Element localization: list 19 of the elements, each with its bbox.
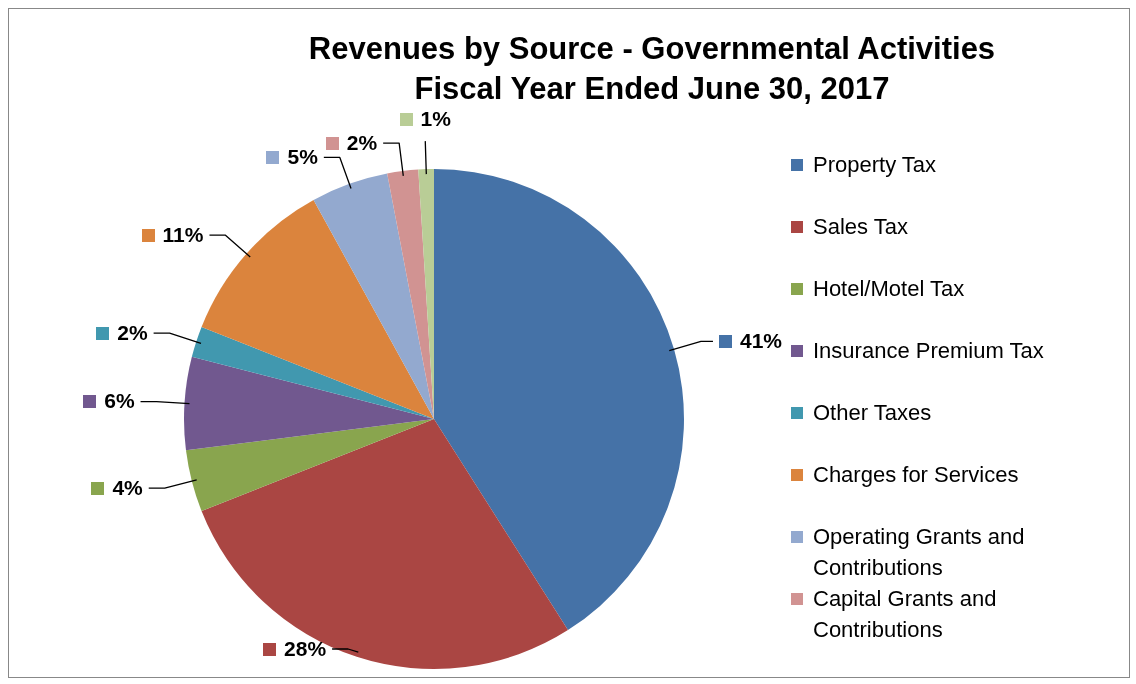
data-label: 11% bbox=[162, 222, 204, 246]
data-label: 28% bbox=[284, 636, 327, 660]
chart-title: Revenues by Source - Governmental Activities bbox=[307, 30, 997, 68]
data-label: 41% bbox=[739, 329, 783, 353]
legend-label: Sales Tax bbox=[813, 213, 909, 241]
legend-label: Hotel/Motel Tax bbox=[813, 275, 966, 303]
data-label: 1% bbox=[420, 106, 452, 130]
legend-label: Property Tax bbox=[813, 151, 938, 179]
legend-label: Insurance Premium Tax bbox=[813, 337, 1045, 365]
data-label: 2% bbox=[117, 320, 148, 344]
data-label: 4% bbox=[112, 475, 144, 499]
legend-label: Operating Grants and Contributions bbox=[813, 523, 1026, 582]
legend-label: Capital Grants and Contributions bbox=[813, 585, 998, 644]
data-label: 6% bbox=[104, 389, 135, 413]
legend-label: Charges for Services bbox=[813, 461, 1020, 489]
chart-subtitle: Fiscal Year Ended June 30, 2017 bbox=[414, 71, 890, 106]
data-label: 2% bbox=[346, 130, 378, 154]
data-label: 5% bbox=[287, 145, 319, 169]
legend-label: Other Taxes bbox=[813, 399, 933, 427]
